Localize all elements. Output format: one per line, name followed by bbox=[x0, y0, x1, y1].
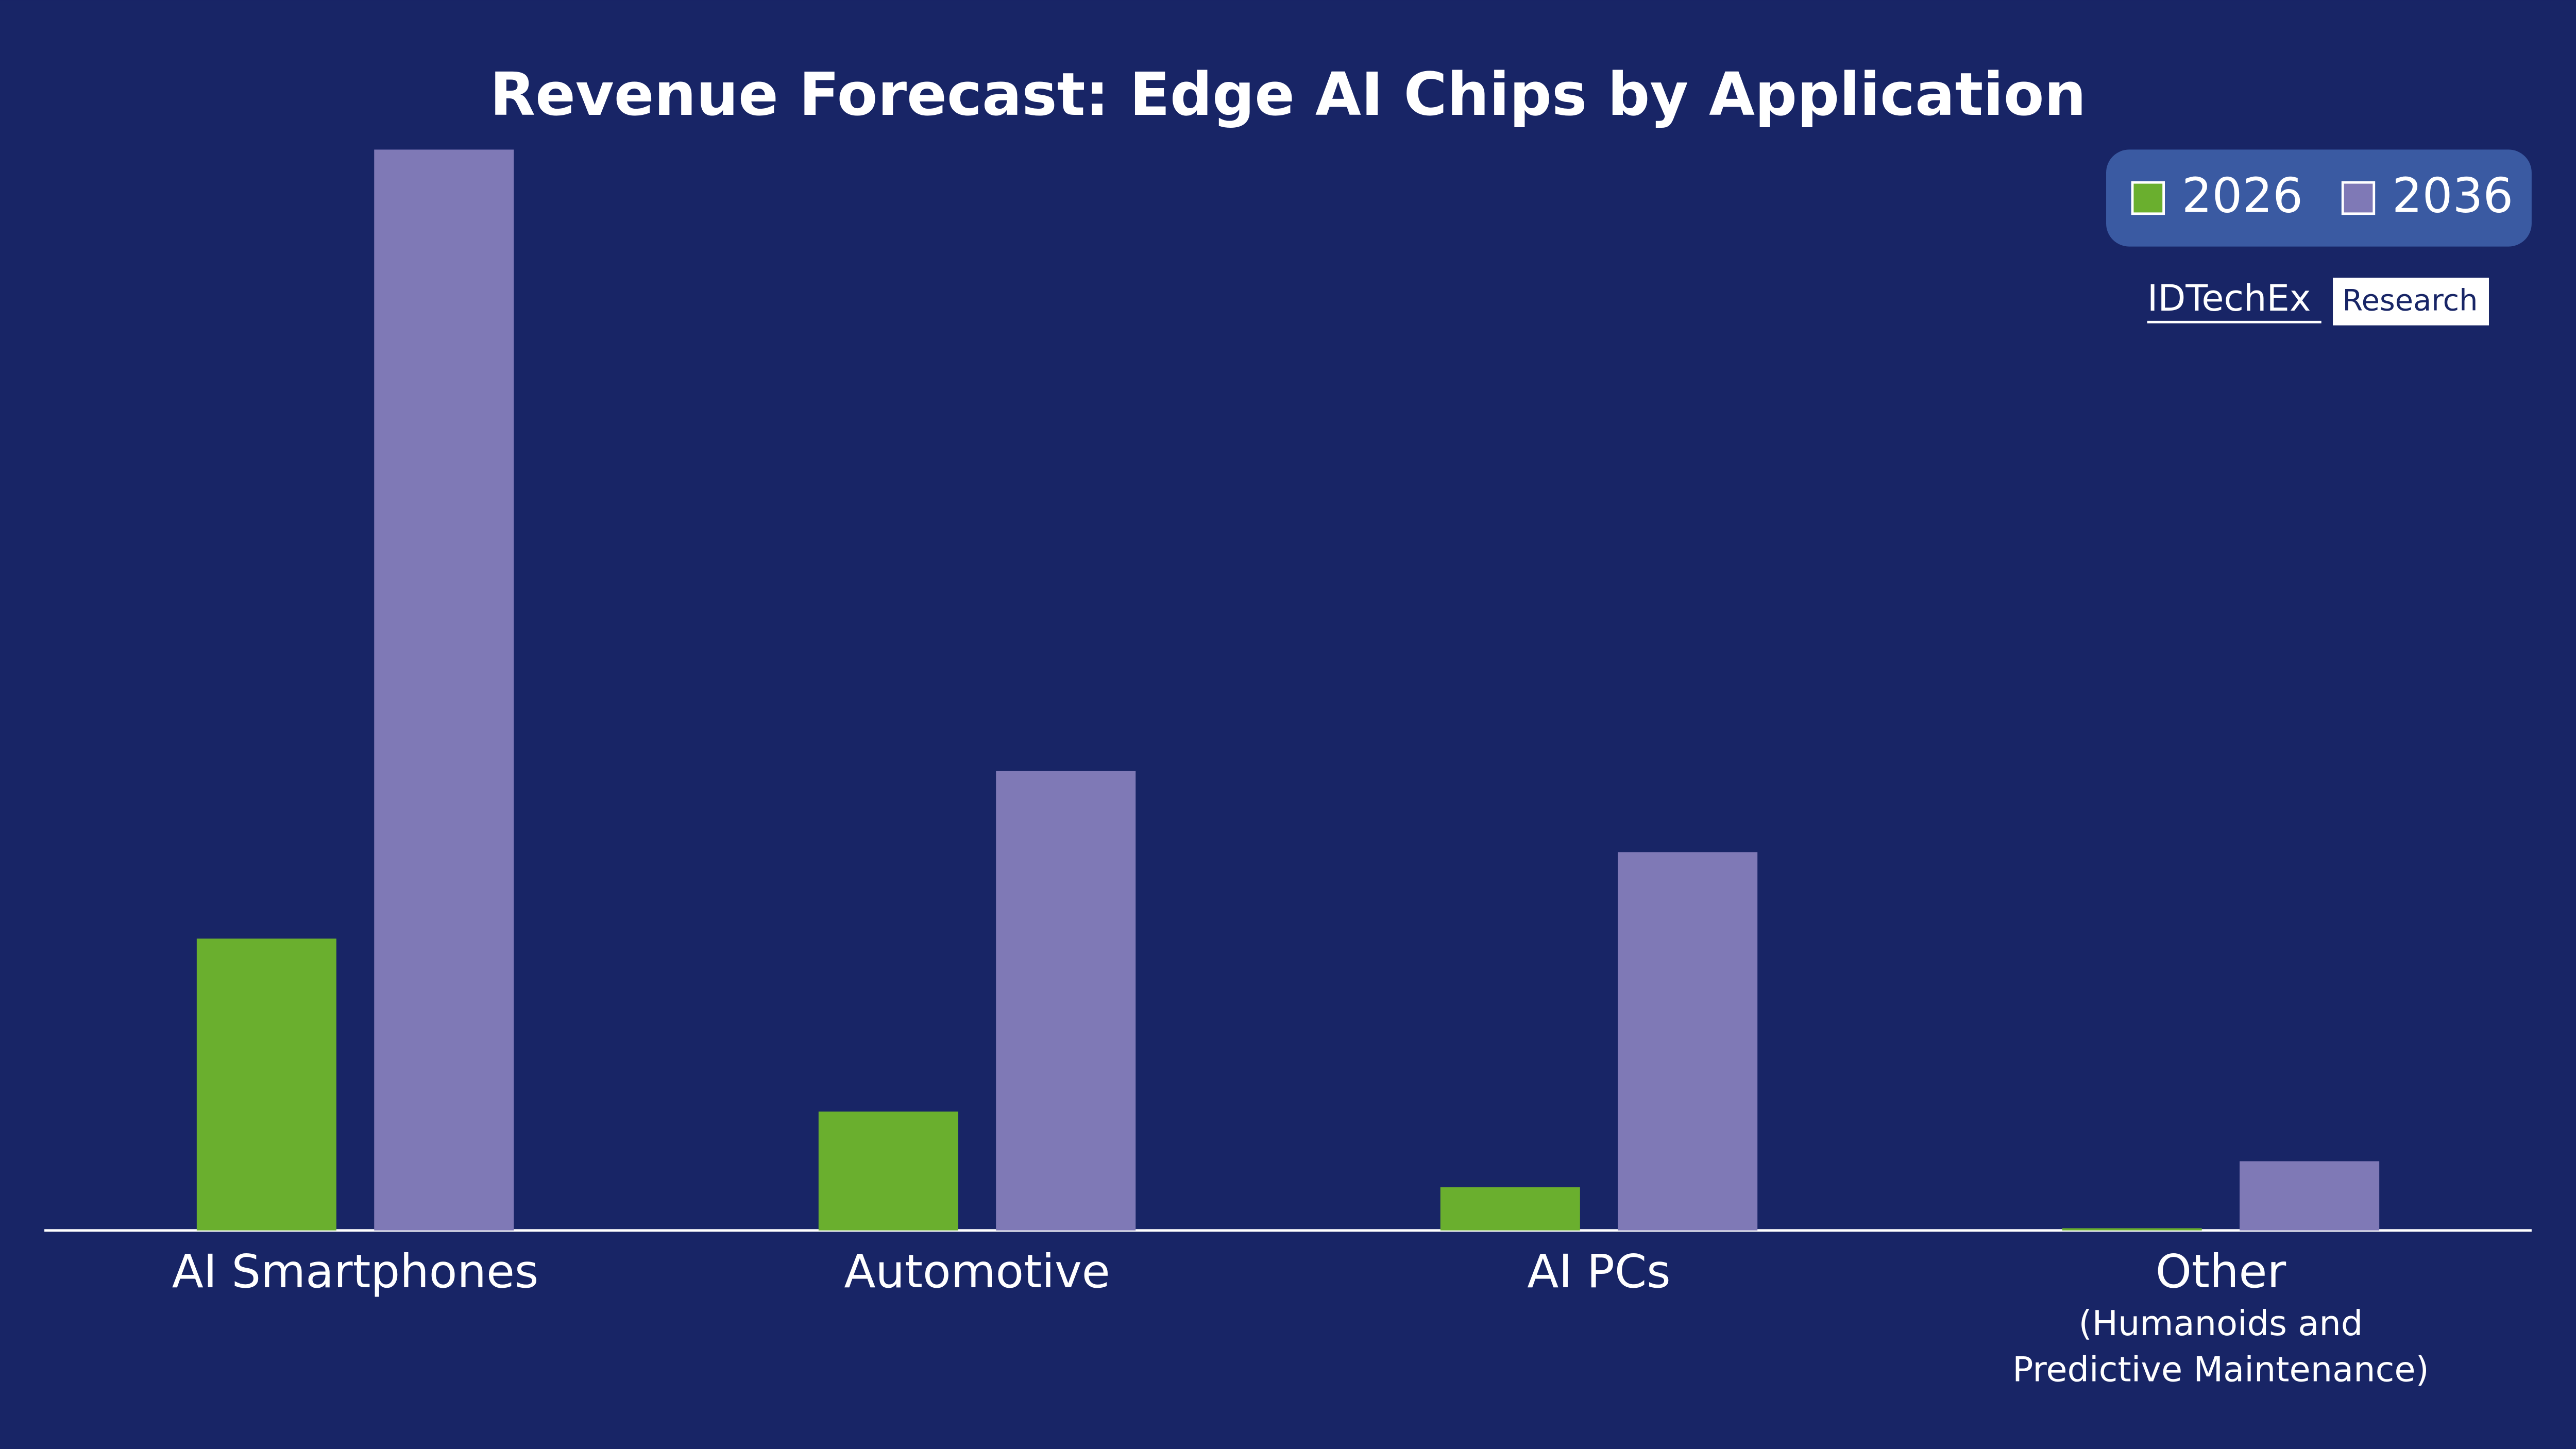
chart-title: Revenue Forecast: Edge AI Chips by Appli… bbox=[490, 60, 2087, 129]
legend-box bbox=[2106, 149, 2532, 247]
legend-label: 2036 bbox=[2392, 167, 2513, 223]
bar bbox=[1618, 852, 1758, 1231]
legend-label: 2026 bbox=[2182, 167, 2303, 223]
bar bbox=[818, 1111, 958, 1231]
bar bbox=[2240, 1161, 2380, 1231]
x-tick-label: AI PCs bbox=[1527, 1245, 1670, 1299]
x-tick-label: Automotive bbox=[844, 1245, 1110, 1299]
bar bbox=[1440, 1187, 1580, 1231]
bar bbox=[2062, 1228, 2202, 1231]
legend-swatch bbox=[2341, 181, 2376, 215]
x-tick-label: Other bbox=[2156, 1245, 2286, 1299]
x-tick-sublabel: Predictive Maintenance) bbox=[2012, 1349, 2429, 1389]
logo-tag: Research bbox=[2342, 283, 2478, 318]
logo-box bbox=[2333, 278, 2489, 326]
logo-name: IDTechEx bbox=[2147, 277, 2311, 319]
bar bbox=[996, 771, 1136, 1231]
x-tick-sublabel: (Humanoids and bbox=[2079, 1303, 2363, 1343]
x-tick-label: AI Smartphones bbox=[172, 1245, 539, 1299]
bar bbox=[374, 149, 514, 1231]
bar bbox=[196, 939, 336, 1231]
legend-swatch bbox=[2131, 181, 2165, 215]
